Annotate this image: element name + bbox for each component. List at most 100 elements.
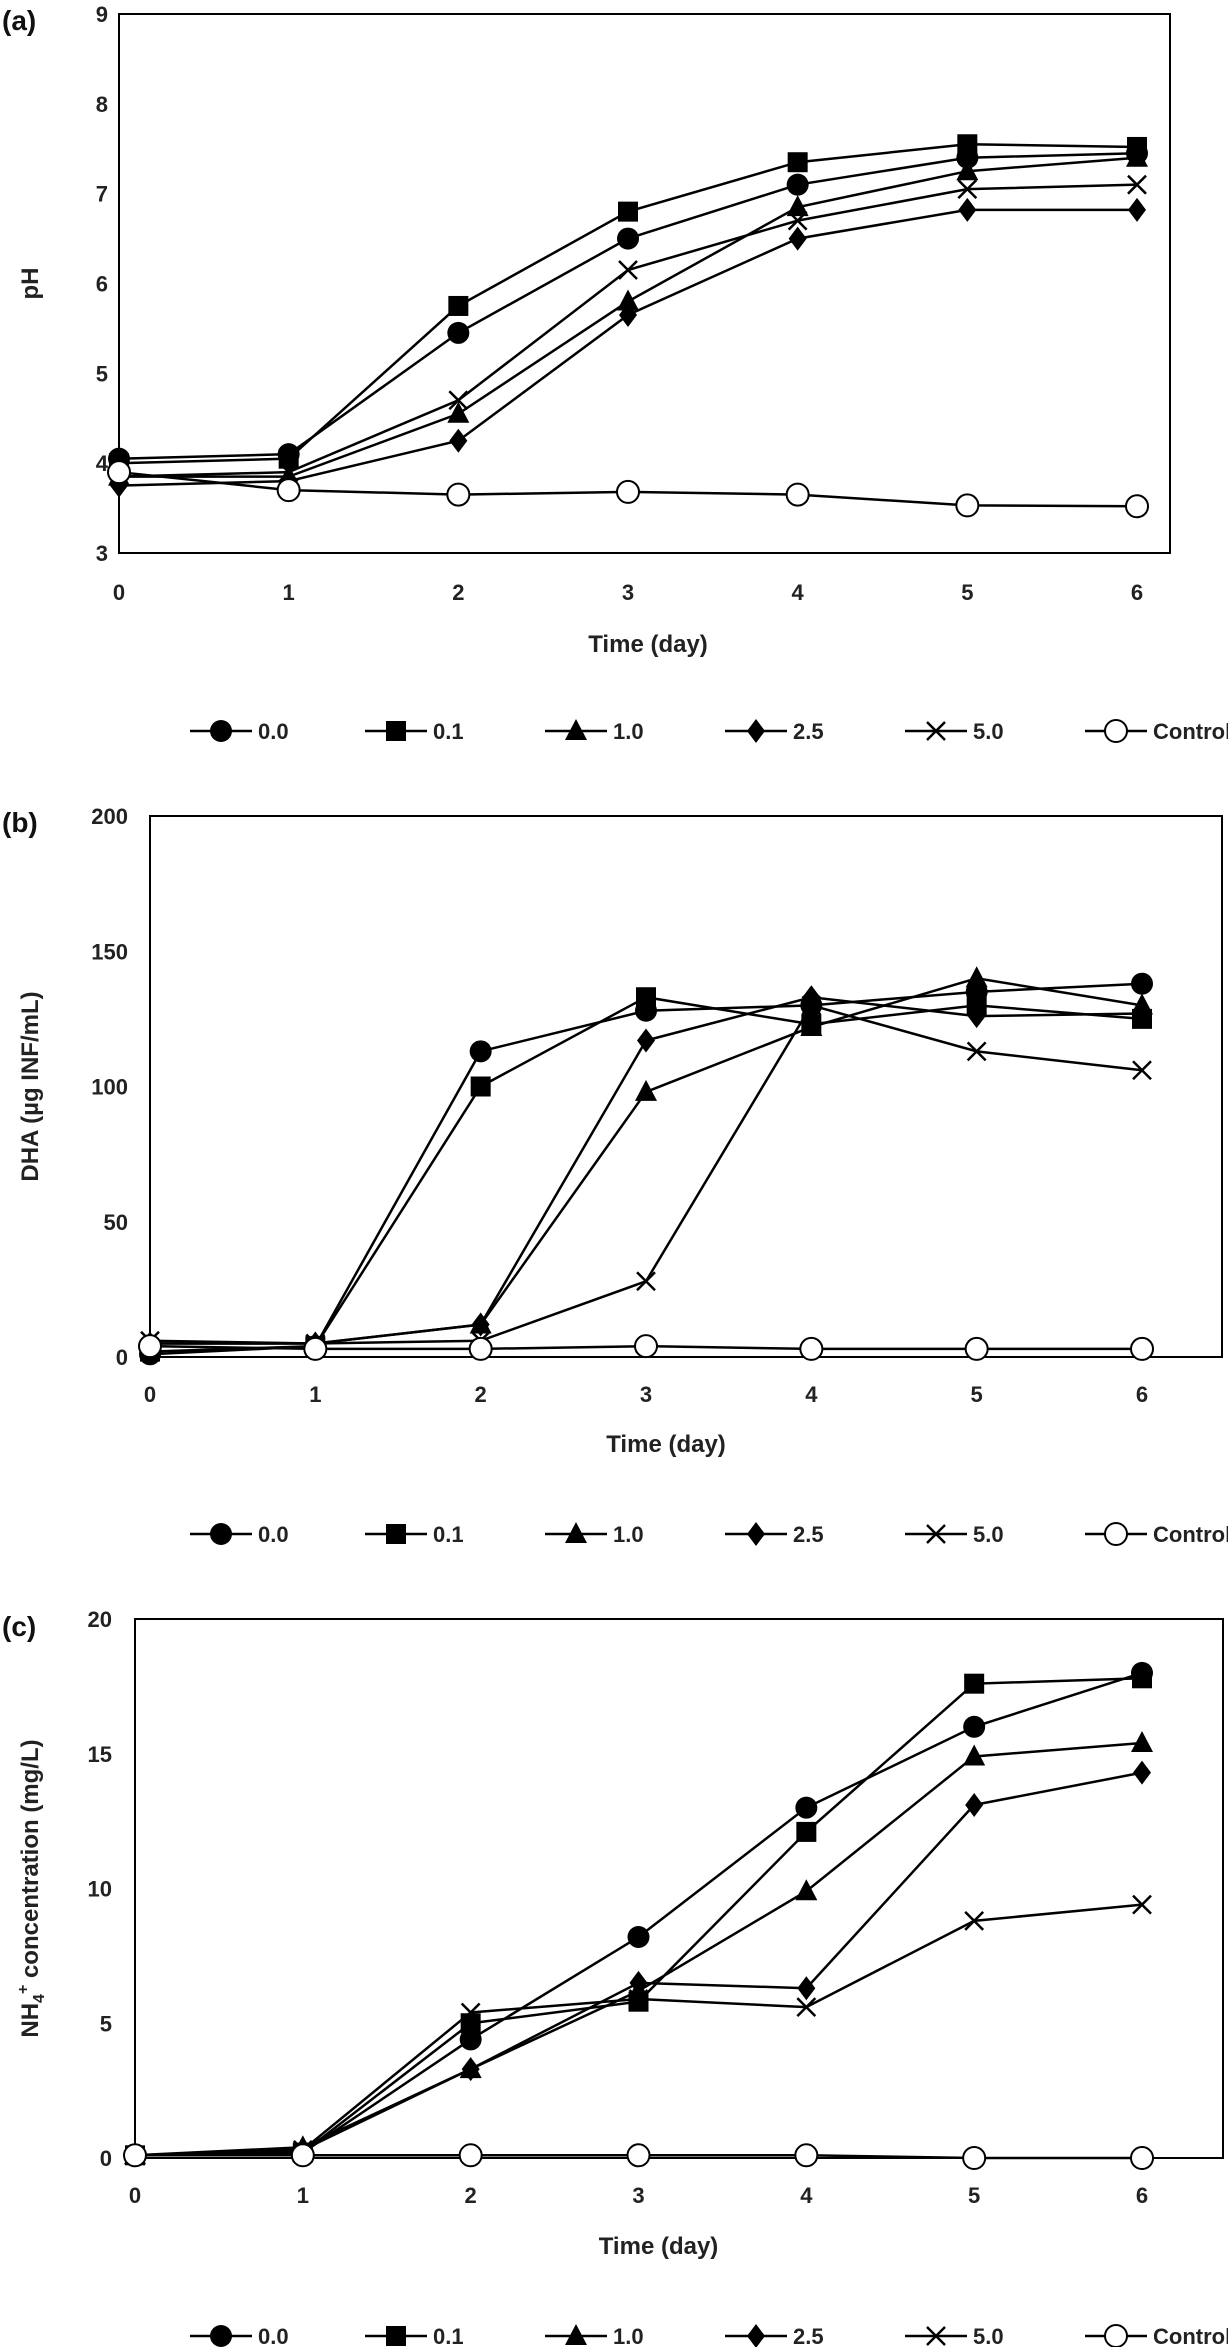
legend-item: 2.5 xyxy=(725,2324,824,2347)
legend-marker xyxy=(1104,2324,1128,2347)
data-point xyxy=(469,1040,492,1063)
data-point xyxy=(956,159,979,181)
x-tick-label: 1 xyxy=(297,2183,309,2208)
legend-marker xyxy=(747,2324,765,2347)
legend-marker xyxy=(565,719,587,740)
data-point xyxy=(1133,1760,1151,1785)
x-tick-label: 4 xyxy=(805,1382,818,1407)
plot-frame xyxy=(134,1618,1224,2159)
y-tick-label: 0 xyxy=(116,1345,128,1370)
legend-item: 5.0 xyxy=(905,719,1004,744)
legend-item: 0.0 xyxy=(190,719,289,744)
data-point xyxy=(619,302,637,327)
legend-marker xyxy=(747,719,765,743)
legend-marker xyxy=(386,2326,406,2346)
legend-item: 0.1 xyxy=(365,1522,464,1547)
legend-label: 0.1 xyxy=(433,2324,464,2347)
y-tick-label: 5 xyxy=(96,361,108,386)
x-tick-label: 3 xyxy=(632,2183,644,2208)
data-point xyxy=(290,2143,315,2168)
x-tick-label: 2 xyxy=(465,2183,477,2208)
data-point xyxy=(796,1821,817,1842)
data-point xyxy=(795,1879,818,1901)
data-point xyxy=(617,289,639,311)
x-axis-label: Time (day) xyxy=(599,2233,719,2260)
data-point xyxy=(448,390,469,411)
data-point xyxy=(794,2143,819,2168)
x-tick-label: 5 xyxy=(971,1382,983,1407)
data-point xyxy=(967,1004,986,1029)
y-tick-label: 5 xyxy=(100,2011,112,2036)
legend-label: 1.0 xyxy=(613,719,644,744)
chart-panel-1: (a) 3 4 5 6 7 8 9 0 1 2 3 4 5 6 Time (day) pH 0.0 0.1 1.0 2.… xyxy=(2,2,1228,744)
data-point xyxy=(963,1744,986,1766)
data-point xyxy=(788,226,807,251)
data-point xyxy=(460,2002,481,2023)
x-tick-label: 2 xyxy=(475,1382,487,1407)
legend-marker xyxy=(210,2325,232,2347)
data-point xyxy=(786,173,809,196)
series-line-1-0 xyxy=(134,1741,1143,2157)
data-point xyxy=(627,1926,650,1949)
data-point xyxy=(276,478,301,503)
x-tick-label: 5 xyxy=(968,2183,980,2208)
legend-marker xyxy=(926,1524,946,1544)
data-point xyxy=(966,1041,987,1062)
legend-label: 2.5 xyxy=(793,719,824,744)
data-point xyxy=(138,1334,162,1359)
data-point xyxy=(447,321,470,344)
data-point xyxy=(796,1997,817,2017)
legend-label: 0.0 xyxy=(258,719,289,744)
legend: 0.0 0.1 1.0 2.5 5.0 Control xyxy=(190,719,1228,744)
data-point xyxy=(278,448,299,469)
y-axis-label: DHA (µg INF/mL) xyxy=(17,991,44,1181)
data-point xyxy=(1128,197,1146,222)
data-point xyxy=(458,2143,483,2168)
x-tick-label: 5 xyxy=(961,580,973,605)
data-point xyxy=(470,1076,491,1097)
x-tick-label: 0 xyxy=(129,2183,141,2208)
legend-label: Control xyxy=(1153,2324,1228,2347)
x-tick-label: 2 xyxy=(452,580,464,605)
legend-marker xyxy=(926,2326,946,2346)
x-tick-label: 4 xyxy=(792,580,805,605)
y-tick-label: 6 xyxy=(96,272,108,297)
data-point xyxy=(1132,1060,1152,1081)
data-point xyxy=(107,460,131,485)
y-tick-label: 9 xyxy=(96,2,108,27)
x-axis-label: Time (day) xyxy=(606,1431,726,1458)
legend-label: 0.0 xyxy=(258,1522,289,1547)
data-point xyxy=(799,1336,824,1361)
legend-label: Control xyxy=(1153,719,1228,744)
legend-marker xyxy=(210,720,232,742)
legend-label: 1.0 xyxy=(613,1522,644,1547)
y-axis-label: pH xyxy=(17,268,44,300)
y-tick-label: 8 xyxy=(96,92,108,117)
x-tick-label: 0 xyxy=(113,580,125,605)
legend-marker xyxy=(747,1522,765,1546)
series-line-2-5 xyxy=(118,208,1137,487)
x-tick-label: 4 xyxy=(800,2183,813,2208)
data-point xyxy=(963,1715,986,1738)
data-point xyxy=(278,462,299,483)
data-point xyxy=(448,295,469,316)
legend-item: 2.5 xyxy=(725,1522,824,1547)
plot-frame xyxy=(149,815,1223,1358)
legend: 0.0 0.1 1.0 2.5 5.0 Control xyxy=(190,2324,1228,2347)
x-axis-label: Time (day) xyxy=(588,631,708,658)
data-point xyxy=(964,1910,985,1931)
x-tick-label: 1 xyxy=(309,1382,321,1407)
y-tick-label: 7 xyxy=(96,182,108,207)
data-point xyxy=(471,1312,490,1337)
x-tick-label: 6 xyxy=(1136,1382,1148,1407)
data-point xyxy=(962,2146,987,2170)
x-tick-label: 0 xyxy=(144,1382,156,1407)
y-tick-label: 3 xyxy=(96,541,108,566)
data-point xyxy=(634,1334,658,1359)
legend-item: Control xyxy=(1085,2324,1228,2347)
data-point xyxy=(964,1673,985,1694)
data-point xyxy=(957,179,978,200)
data-point xyxy=(787,210,808,231)
data-point xyxy=(1125,494,1149,519)
